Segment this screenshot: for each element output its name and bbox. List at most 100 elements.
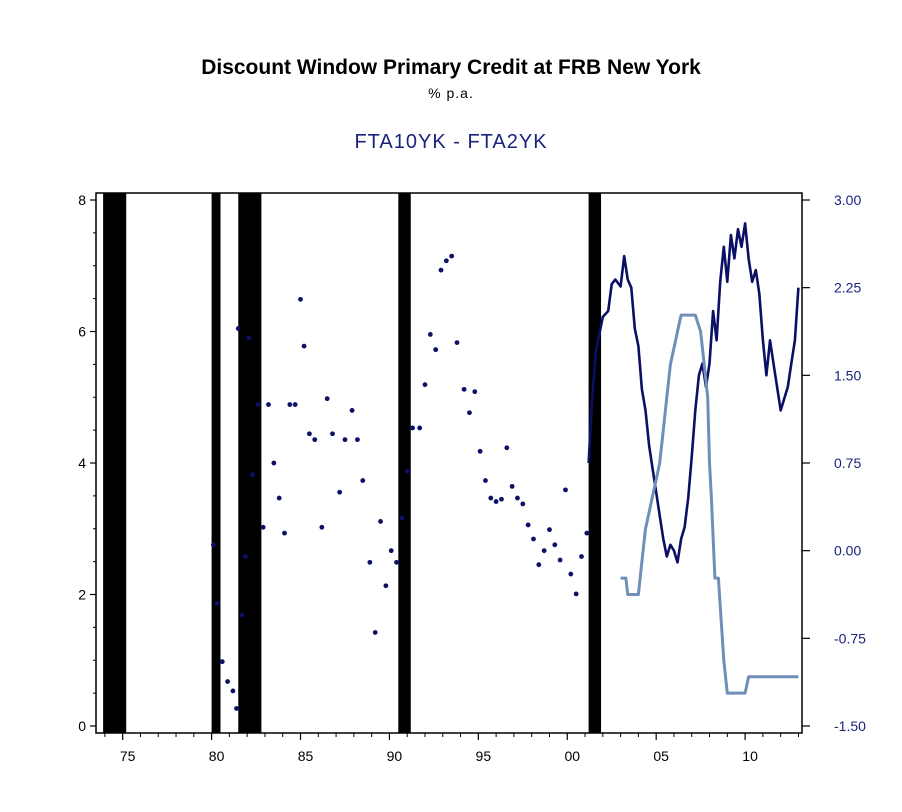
spread-point-15 [271,460,277,466]
recession-band-5 [588,193,602,733]
right-tick-label-0.75: 0.75 [834,455,861,471]
x-tick-label-85: 85 [298,748,314,764]
spread-point-18 [287,402,293,407]
spread-point-70 [573,591,579,597]
spread-point-34 [378,519,383,524]
spread-point-45 [438,267,444,273]
left-tick-label-2: 2 [78,587,86,603]
spread-point-17 [282,530,287,536]
spread-point-48 [454,340,460,346]
spread-point-19 [292,402,298,407]
spread-point-12 [255,402,261,407]
spread-point-22 [307,431,312,437]
right-tick-label-2.25: 2.25 [834,280,861,296]
chart-subtitle: % p.a. [428,85,474,101]
spread-point-3 [219,659,225,665]
spread-point-69 [568,571,574,577]
series-layer [210,222,800,711]
spread-point-68 [563,487,568,493]
spread-point-56 [499,496,504,502]
spread-point-43 [427,332,433,337]
spread-point-11 [250,472,255,478]
spread-point-20 [298,296,303,302]
recession-bands [103,193,602,733]
spread-point-28 [342,437,348,443]
spread-point-27 [337,489,343,495]
spread-point-60 [520,501,526,507]
spread-point-62 [531,536,536,542]
spread-point-33 [372,630,378,635]
x-tick-label-95: 95 [476,748,492,764]
spread-point-31 [360,478,366,483]
x-tick-label-00: 00 [564,748,580,764]
spread-point-40 [410,425,415,431]
left-tick-label-4: 4 [78,455,86,471]
series-title: FTA10YK - FTA2YK [354,131,548,153]
spread-point-38 [399,515,405,521]
x-tick-label-10: 10 [742,748,758,764]
spread-point-37 [394,559,399,565]
spread-point-52 [477,448,483,454]
right-tick-label--1.50: -1.50 [834,718,866,734]
spread-point-55 [493,499,499,504]
recession-band-2 [211,193,221,733]
spread-point-39 [404,468,410,474]
right-tick-label--0.75: -0.75 [834,630,866,646]
left-tick-label-6: 6 [78,324,86,340]
axes-layer: 0 2 4 6 8 -1.50 -0.75 0.00 0.75 1.50 2.25 3.00 75 80 8… [78,192,866,764]
spread-point-41 [417,425,423,431]
spread-point-67 [557,557,563,563]
spread-line [587,222,800,564]
spread-point-32 [367,559,373,565]
spread-point-47 [449,253,455,259]
spread-point-61 [525,522,531,528]
spread-point-35 [383,583,389,589]
spread-point-63 [536,562,542,568]
spread-point-7 [235,326,241,331]
spread-point-72 [584,530,590,536]
chart-title: Discount Window Primary Credit at FRB Ne… [201,56,701,79]
right-tick-label-0.00: 0.00 [834,543,861,559]
spread-point-71 [579,554,584,559]
plot-frame [95,192,803,734]
spread-point-53 [483,478,488,483]
spread-point-54 [488,495,494,501]
spread-point-50 [467,410,472,416]
spread-point-64 [541,548,547,554]
right-tick-label-1.50: 1.50 [834,367,861,383]
spread-point-26 [330,431,335,437]
left-tick-label-0: 0 [78,718,86,734]
spread-point-59 [515,495,520,501]
spread-point-21 [301,343,307,349]
spread-point-44 [433,347,439,353]
spread-point-4 [225,679,230,684]
spread-point-29 [349,408,355,413]
recession-band-4 [398,193,411,733]
spread-point-23 [312,437,318,443]
spread-point-58 [509,483,515,489]
x-tick-label-80: 80 [209,748,225,764]
spread-point-9 [242,554,248,559]
spread-point-8 [239,612,245,618]
recession-band-1 [103,193,127,733]
spread-point-14 [266,402,271,407]
right-tick-label-3.00: 3.00 [834,192,861,208]
spread-point-51 [472,389,478,395]
x-tick-label-75: 75 [120,748,136,764]
spread-point-36 [388,548,394,554]
spread-point-1 [210,542,216,548]
x-tick-label-05: 05 [653,748,669,764]
recession-band-3 [238,193,262,733]
spread-point-49 [461,386,467,392]
spread-point-42 [422,382,428,388]
spread-point-46 [443,258,449,264]
spread-point-10 [246,335,252,341]
spread-point-30 [355,437,360,443]
spread-point-57 [504,445,510,451]
spread-point-66 [552,542,558,548]
x-tick-label-90: 90 [387,748,403,764]
spread-point-13 [260,524,266,530]
spread-point-65 [547,527,552,533]
spread-point-2 [214,600,220,606]
